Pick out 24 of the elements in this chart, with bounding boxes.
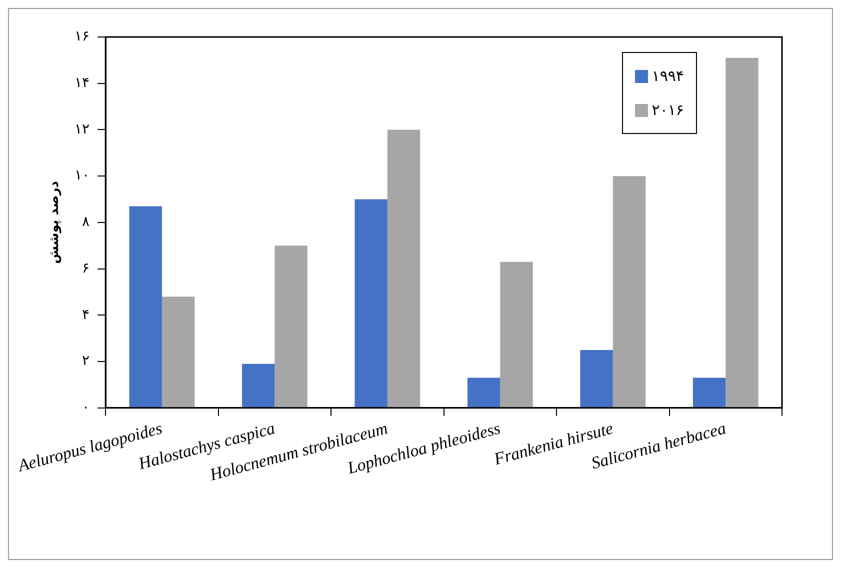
bar <box>726 58 758 408</box>
bar <box>387 130 420 408</box>
bar <box>500 262 533 408</box>
bar <box>467 378 500 408</box>
bar <box>580 350 613 408</box>
y-tick-label: ۱۲ <box>74 121 90 138</box>
y-tick-label: ۰ <box>82 400 90 416</box>
bar <box>242 364 275 408</box>
legend-label: ۲۰۱۶ <box>652 101 684 119</box>
y-tick-label: ۶ <box>82 260 90 276</box>
y-tick-label: ۱۶ <box>74 28 90 45</box>
legend-label: ۱۹۹۴ <box>652 67 684 85</box>
bar <box>354 199 388 408</box>
bar <box>612 176 646 408</box>
y-tick-label: ۱۴ <box>74 75 90 92</box>
y-tick-label: ۴ <box>82 306 90 323</box>
bar <box>129 206 162 408</box>
y-tick-label: ۸ <box>82 214 90 230</box>
y-axis-title: درصد پوشش <box>47 180 62 264</box>
bar <box>274 246 308 408</box>
bar <box>692 378 726 408</box>
y-tick-label: ۱۰ <box>74 168 90 184</box>
bar <box>162 296 195 408</box>
y-tick-label: ۲ <box>82 353 90 370</box>
